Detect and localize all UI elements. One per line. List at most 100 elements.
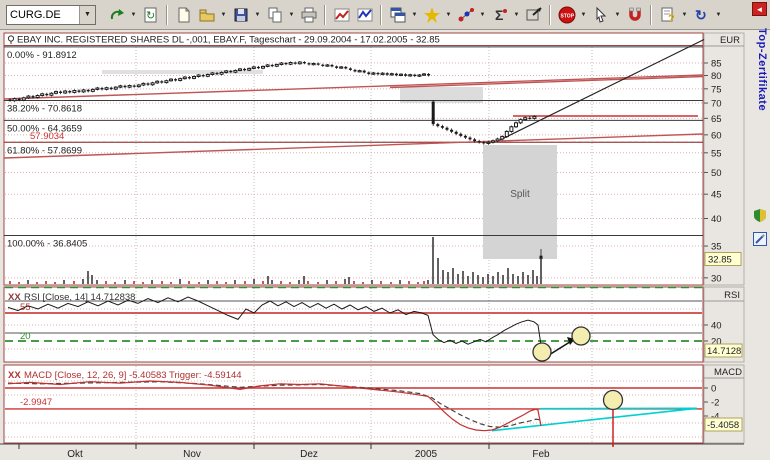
- trendline[interactable]: [499, 38, 705, 141]
- candle-down: [307, 63, 311, 65]
- price-axis[interactable]: [703, 32, 745, 286]
- channel-line[interactable]: [389, 75, 704, 89]
- macd-tick-label: -2: [711, 398, 719, 409]
- chart-properties-button[interactable]: [523, 4, 544, 26]
- open-folder-icon: [199, 9, 214, 21]
- cursor-button[interactable]: [590, 4, 611, 26]
- volume-bar: [207, 280, 209, 284]
- candle-up: [233, 69, 238, 73]
- indicator-wizard-icon: [423, 6, 440, 23]
- chevron-down-icon[interactable]: ▼: [614, 11, 621, 18]
- chevron-down-icon[interactable]: ▼: [580, 11, 587, 18]
- sum-indicator-button[interactable]: Σ: [489, 4, 510, 26]
- symbol-combobox[interactable]: ▼: [6, 4, 96, 25]
- edit-icon[interactable]: [753, 232, 767, 246]
- open-folder-button[interactable]: [196, 4, 217, 26]
- sum-indicator-icon: Σ: [495, 7, 507, 23]
- volume-bar: [271, 280, 273, 284]
- volume-bar: [380, 281, 382, 284]
- volume-bar: [472, 272, 474, 284]
- candle-down: [463, 135, 467, 138]
- candle-up: [339, 66, 344, 69]
- channel-line[interactable]: [3, 74, 704, 100]
- candle-down: [468, 137, 472, 140]
- rsi-header: RSI [Close, 14] 14.712838: [24, 292, 135, 303]
- chevron-down-icon[interactable]: ▼: [130, 11, 137, 18]
- auto-refresh-button[interactable]: ↻: [691, 4, 712, 26]
- candle-up: [155, 80, 160, 84]
- chart-blue-button[interactable]: [354, 4, 375, 26]
- chevron-down-icon[interactable]: ▼: [445, 11, 452, 18]
- annotation-circle[interactable]: [571, 326, 591, 346]
- print-button[interactable]: [298, 4, 319, 26]
- volume-bar: [142, 282, 144, 284]
- candle-down: [348, 68, 352, 70]
- chevron-down-icon[interactable]: ▼: [479, 11, 486, 18]
- volume-bar: [105, 281, 107, 284]
- collapse-panel-button[interactable]: ◄: [752, 2, 767, 16]
- time-axis[interactable]: [0, 444, 770, 460]
- top-zertifikate-banner[interactable]: Top-Zertifikate: [756, 28, 768, 112]
- candle-down: [160, 81, 164, 83]
- candle-down: [344, 66, 348, 69]
- candle-down: [215, 72, 219, 75]
- candle-down: [132, 85, 136, 87]
- chevron-down-icon[interactable]: ▼: [681, 11, 688, 18]
- time-label: Okt: [67, 449, 83, 460]
- chevron-down-icon[interactable]: ▼: [254, 11, 261, 18]
- draw-tools-button[interactable]: [455, 4, 476, 26]
- chevron-down-icon[interactable]: ▼: [513, 11, 520, 18]
- chevron-down-icon[interactable]: ▼: [220, 11, 227, 18]
- save-button[interactable]: [230, 4, 251, 26]
- cyan-trendline[interactable]: [491, 407, 698, 432]
- volume-bar: [151, 280, 153, 284]
- save-icon: [234, 8, 247, 21]
- rsi-arrow[interactable]: [548, 339, 574, 356]
- window-cascade-button[interactable]: [387, 4, 408, 26]
- macd-panel[interactable]: [3, 364, 704, 444]
- fib-level-label: 50.00% - 64.3659: [7, 123, 82, 134]
- chevron-down-icon[interactable]: ▼: [715, 11, 722, 18]
- volume-bar: [522, 272, 524, 284]
- symbol-input[interactable]: [7, 5, 79, 24]
- volume-bar: [326, 280, 328, 284]
- fib-level-label: 0.00% - 91.8912: [7, 50, 77, 61]
- candle-down: [376, 72, 380, 75]
- volume-bar: [179, 279, 181, 284]
- rsi-value-label: 14.7128: [707, 346, 741, 357]
- magnet-button[interactable]: [624, 4, 645, 26]
- volume-bar: [124, 280, 126, 284]
- price-tick-label: 85: [711, 59, 722, 70]
- candle-down: [539, 255, 543, 260]
- indicator-wizard-button[interactable]: [421, 4, 442, 26]
- chevron-down-icon[interactable]: ▼: [79, 5, 95, 24]
- candle-down: [146, 83, 150, 85]
- volume-bar: [492, 276, 494, 284]
- magnet-icon: [628, 7, 641, 21]
- annotation-circle[interactable]: [532, 342, 552, 362]
- volume-bar: [532, 270, 534, 284]
- main-price-panel[interactable]: [3, 32, 704, 286]
- channel-line[interactable]: [3, 133, 704, 159]
- gray-band: [102, 70, 263, 74]
- chevron-down-icon[interactable]: ▼: [411, 11, 418, 18]
- shield-icon[interactable]: [753, 208, 767, 222]
- chevron-down-icon[interactable]: ▼: [288, 11, 295, 18]
- undo-arrow-button[interactable]: [106, 4, 127, 26]
- volume-bar: [467, 276, 469, 284]
- new-document-button[interactable]: [173, 4, 194, 26]
- candle-up: [169, 78, 173, 82]
- annotation-circle[interactable]: [602, 389, 624, 411]
- split-box[interactable]: [483, 145, 557, 259]
- reload-page-button[interactable]: ↻: [140, 4, 161, 26]
- form-help-button[interactable]: ?: [657, 4, 678, 26]
- chart-red-button[interactable]: [331, 4, 352, 26]
- stop-button[interactable]: STOP: [556, 4, 577, 26]
- copy-button[interactable]: [264, 4, 285, 26]
- candle-up: [491, 140, 495, 143]
- svg-text:↻: ↻: [695, 7, 707, 23]
- separator: [650, 4, 652, 25]
- candle-down: [17, 98, 21, 101]
- candle-up: [150, 82, 155, 86]
